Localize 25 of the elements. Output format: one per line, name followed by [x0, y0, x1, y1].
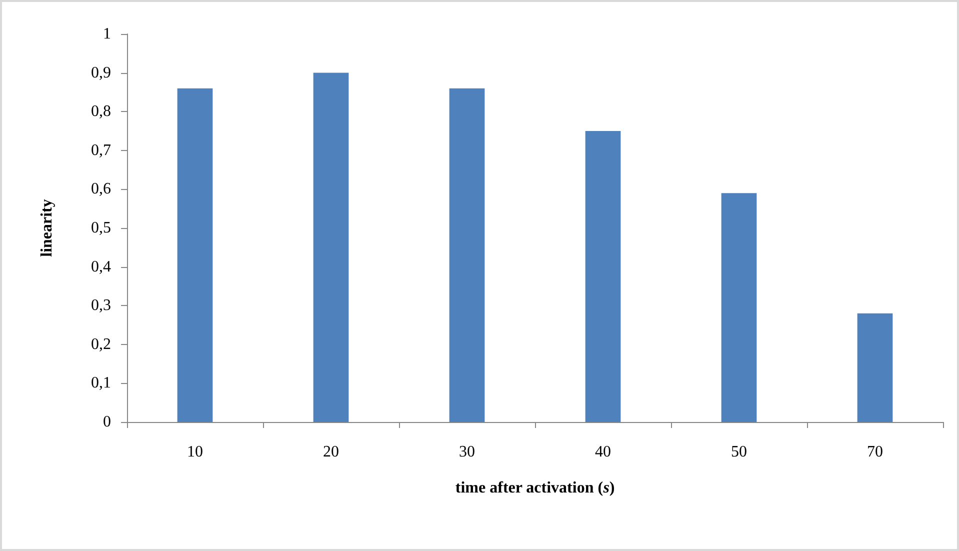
y-tick-label: 0,4 — [91, 258, 111, 276]
y-tick-label: 0 — [103, 414, 111, 430]
y-axis-title: linearity — [38, 199, 56, 257]
y-tick-label: 0,5 — [91, 220, 111, 236]
bar — [177, 88, 213, 422]
bar — [857, 313, 893, 422]
bar — [313, 72, 349, 422]
x-tick-label: 30 — [459, 444, 475, 460]
x-tick-label: 10 — [187, 444, 203, 460]
y-tick-label: 0,3 — [91, 297, 111, 314]
bar — [721, 193, 757, 422]
y-tick-label: 0,6 — [91, 180, 111, 198]
bar — [449, 88, 485, 422]
y-tick-label: 0,9 — [91, 64, 111, 82]
x-tick-label: 50 — [731, 444, 747, 460]
x-tick-label: 40 — [595, 444, 611, 460]
x-tick-label: 20 — [323, 444, 339, 460]
y-tick-label: 0,2 — [91, 336, 111, 353]
x-axis-title: time after activation (s) — [455, 480, 615, 496]
bar — [585, 131, 621, 422]
x-tick-label: 70 — [867, 444, 883, 460]
y-tick-label: 0,8 — [91, 103, 111, 120]
y-tick-label: 0,7 — [91, 142, 111, 159]
y-tick-label: 0,1 — [91, 374, 111, 392]
y-tick-label: 1 — [103, 26, 111, 42]
